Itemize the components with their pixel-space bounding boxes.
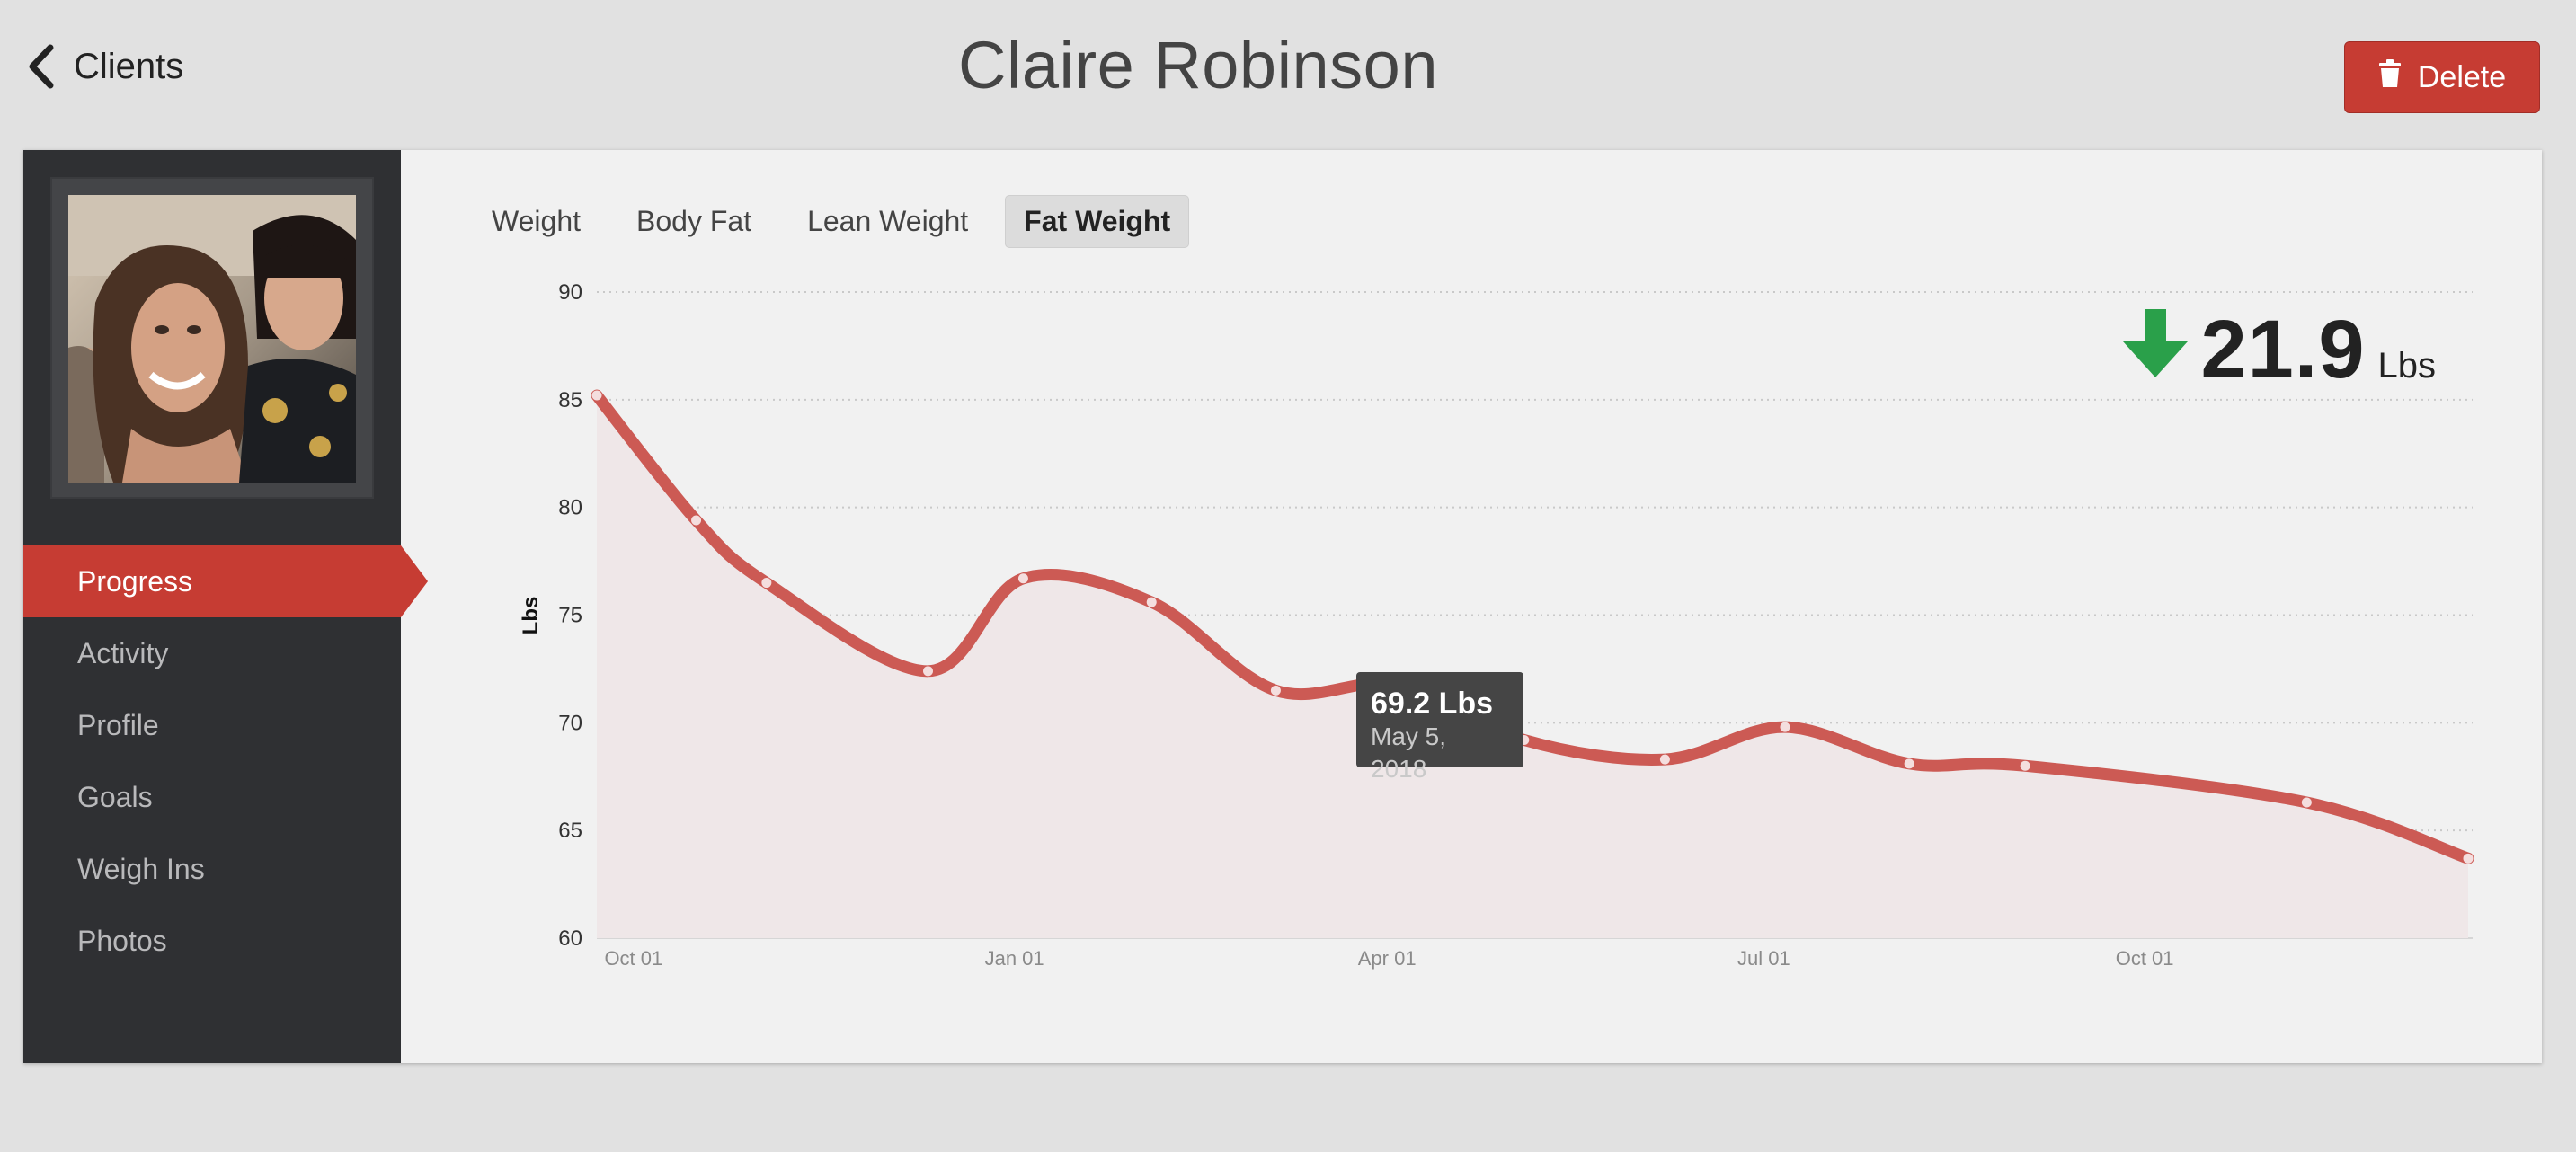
- back-to-clients-link[interactable]: Clients: [27, 40, 183, 93]
- data-point: [1904, 758, 1914, 769]
- y-tick-label: 90: [558, 280, 582, 305]
- page-title: Claire Robinson: [958, 28, 1438, 102]
- sidebar-item-profile[interactable]: Profile: [77, 708, 159, 741]
- back-label: Clients: [74, 46, 184, 86]
- tab-fat-weight[interactable]: Fat Weight: [1005, 195, 1190, 248]
- y-tick-label: 60: [558, 926, 582, 951]
- sidebar-item-photos[interactable]: Photos: [77, 924, 167, 957]
- tooltip-value: 69.2 Lbs: [1371, 687, 1494, 721]
- tooltip-date: May 5, 2018: [1371, 722, 1447, 783]
- metric-tabs: Weight Body Fat Lean Weight Fat Weight: [473, 195, 1190, 248]
- delete-button[interactable]: Delete: [2344, 41, 2540, 113]
- sidebar-item-goals[interactable]: Goals: [77, 780, 153, 813]
- data-point: [591, 390, 602, 401]
- data-point: [2463, 853, 2474, 864]
- y-tick-label: 70: [558, 711, 582, 735]
- tab-lean-weight[interactable]: Lean Weight: [807, 205, 969, 237]
- chart-tooltip: 69.2 Lbs May 5, 2018: [1356, 672, 1523, 783]
- client-card: Progress Activity Profile Goals Weigh In…: [23, 150, 2542, 1063]
- y-axis-label: Lbs: [519, 597, 543, 635]
- trash-icon: [2378, 58, 2402, 96]
- tab-weight[interactable]: Weight: [492, 205, 582, 237]
- sidebar-item-weigh-ins[interactable]: Weigh Ins: [77, 852, 205, 885]
- x-tick-label: Oct 01: [2116, 947, 2174, 970]
- tab-body-fat[interactable]: Body Fat: [636, 205, 752, 237]
- avatar-frame: [50, 177, 374, 499]
- x-tick-label: Jul 01: [1737, 947, 1790, 970]
- sidebar: Progress Activity Profile Goals Weigh In…: [23, 150, 428, 1063]
- sidebar-item-activity[interactable]: Activity: [77, 636, 169, 669]
- data-point: [1780, 722, 1790, 732]
- data-point: [761, 578, 772, 589]
- y-tick-label: 80: [558, 496, 582, 520]
- data-point: [1270, 685, 1281, 696]
- change-value: 21.9: [2200, 304, 2366, 395]
- main-panel: Weight Body Fat Lean Weight Fat Weight 9…: [401, 150, 2542, 1063]
- arrow-down-icon: [2123, 309, 2189, 382]
- change-summary: 21.9 Lbs: [2123, 303, 2436, 397]
- y-tick-label: 85: [558, 388, 582, 412]
- data-point: [1146, 597, 1157, 607]
- series-area: [597, 395, 2468, 938]
- data-point: [2301, 797, 2312, 808]
- chevron-left-icon: [27, 44, 54, 89]
- y-tick-label: 65: [558, 819, 582, 843]
- data-point: [922, 666, 933, 677]
- data-point: [1017, 573, 1028, 584]
- x-tick-label: Jan 01: [985, 947, 1044, 970]
- x-tick-label: Oct 01: [604, 947, 662, 970]
- sidebar-item-progress[interactable]: Progress: [23, 545, 428, 617]
- fat-weight-chart: 90 85 80 75 70 65 60 Oct 01 Jan 01 Apr 01 Jul 01 Oc…: [519, 280, 2474, 970]
- data-point: [2020, 760, 2030, 771]
- y-tick-label: 75: [558, 604, 582, 628]
- sidebar-nav: Progress Activity Profile Goals Weigh In…: [23, 545, 428, 977]
- data-point: [691, 515, 702, 526]
- delete-label: Delete: [2417, 59, 2507, 94]
- x-tick-label: Apr 01: [1358, 947, 1417, 970]
- change-unit: Lbs: [2377, 346, 2437, 385]
- data-point: [1659, 754, 1670, 765]
- client-photo: [68, 195, 356, 483]
